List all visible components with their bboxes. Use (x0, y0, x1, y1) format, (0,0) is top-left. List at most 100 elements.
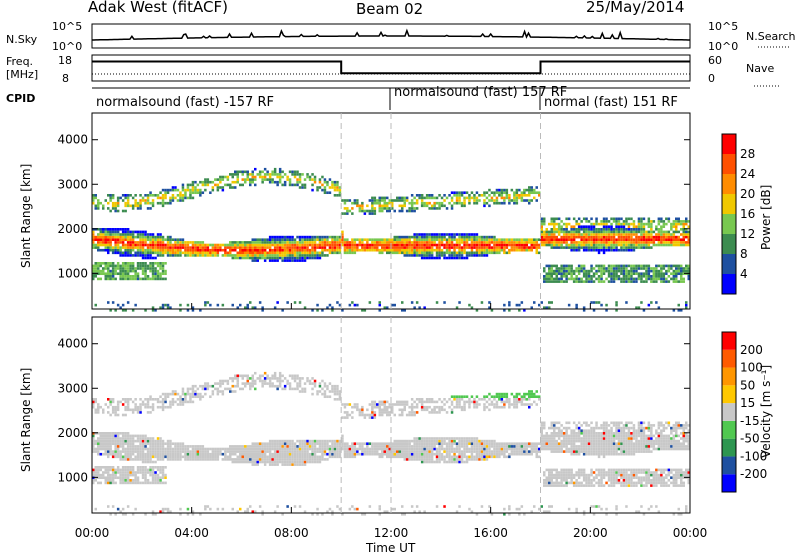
power-cell (124, 233, 127, 236)
power-cell (144, 309, 147, 312)
velocity-cell (278, 374, 282, 378)
power-cell (508, 196, 511, 200)
power-cell (525, 199, 528, 202)
power-cell (548, 301, 551, 304)
power-cell (209, 191, 212, 195)
power-cell (483, 194, 486, 197)
power-cell (321, 188, 324, 192)
power-cell (109, 196, 112, 200)
power-cell (92, 269, 95, 273)
velocity-cell (261, 455, 264, 459)
power-cell (410, 301, 414, 304)
power-cell (682, 222, 685, 226)
power-cell (141, 246, 145, 249)
velocity-cell (254, 387, 257, 391)
velocity-cell (169, 405, 172, 409)
power-cell (597, 275, 601, 278)
velocity-cell (216, 507, 220, 511)
power-cell (675, 241, 678, 244)
power-cell (680, 269, 683, 273)
power-cell (590, 243, 593, 247)
power-cell (630, 222, 633, 226)
power-cell (234, 186, 237, 189)
power-cell (273, 243, 277, 247)
power-cell (221, 243, 225, 247)
velocity-cell (318, 450, 322, 453)
power-cell (136, 241, 140, 244)
power-cell (557, 243, 561, 247)
velocity-cell (338, 392, 342, 396)
velocity-cell (136, 405, 140, 409)
velocity-cell (278, 384, 282, 388)
power-cell (513, 196, 516, 200)
power-cell (386, 251, 389, 255)
velocity-cell (149, 398, 152, 401)
power-cell (413, 251, 416, 255)
power-cell (351, 207, 354, 210)
velocity-cell (129, 437, 132, 440)
velocity-cell (171, 442, 175, 446)
power-cell (159, 264, 162, 268)
power-cell (433, 241, 436, 244)
power-cell (221, 303, 225, 307)
velocity-cell (296, 377, 299, 380)
velocity-cell (338, 395, 342, 399)
power-cell (620, 267, 623, 270)
power-cell (622, 267, 626, 270)
velocity-cell (413, 411, 416, 414)
power-cell (478, 243, 481, 247)
power-cell (592, 272, 596, 276)
power-cell (548, 267, 551, 270)
velocity-cell (244, 450, 247, 453)
power-cell (490, 241, 494, 244)
power-cell (278, 170, 282, 174)
power-cell (428, 207, 431, 210)
power-cell (92, 201, 95, 205)
velocity-cell (403, 403, 406, 406)
power-cell (293, 238, 297, 242)
velocity-cell (226, 379, 230, 383)
velocity-cell (104, 442, 107, 446)
power-cell (273, 238, 277, 242)
power-cell (660, 230, 663, 234)
power-cell (565, 246, 568, 249)
velocity-cell (251, 384, 254, 388)
power-cell (455, 191, 459, 195)
power-cell (585, 225, 588, 229)
power-cell (229, 248, 232, 252)
power-cell (321, 183, 324, 187)
velocity-cell (273, 377, 277, 380)
velocity-cell (229, 390, 232, 393)
power-cell (585, 269, 588, 273)
power-cell (244, 251, 247, 255)
velocity-cell (174, 455, 177, 459)
velocity-cell (161, 455, 165, 459)
velocity-cell (124, 481, 127, 485)
power-cell (151, 306, 155, 310)
velocity-cell (136, 437, 140, 440)
power-cell (124, 277, 127, 281)
power-cell (303, 243, 307, 247)
power-cell (308, 178, 312, 181)
velocity-cell (146, 458, 150, 461)
power-cell (590, 267, 593, 270)
power-cell (116, 235, 120, 239)
velocity-cell (288, 455, 292, 459)
power-cell (620, 241, 623, 244)
velocity-cell (251, 460, 254, 464)
power-cell (657, 220, 661, 223)
power-cell (443, 199, 446, 202)
velocity-cell (266, 377, 269, 380)
velocity-cell (146, 442, 150, 446)
power-cell (632, 222, 636, 226)
power-cell (632, 233, 636, 236)
power-cell (276, 301, 279, 304)
power-cell (637, 306, 641, 310)
velocity-cell (291, 439, 294, 443)
power-cell (251, 241, 254, 244)
power-cell (371, 196, 374, 200)
power-cell (338, 246, 342, 249)
power-cell (293, 243, 297, 247)
velocity-cell (186, 400, 190, 404)
power-cell (266, 256, 269, 260)
